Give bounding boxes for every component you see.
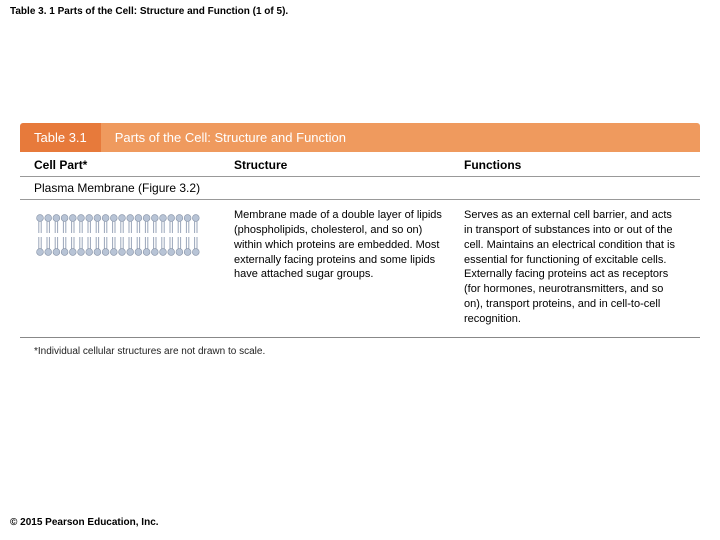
col-cell-part: Cell Part* xyxy=(34,158,234,172)
col-functions: Functions xyxy=(464,158,686,172)
table-title: Parts of the Cell: Structure and Functio… xyxy=(101,123,700,152)
table-header-bar: Table 3.1 Parts of the Cell: Structure a… xyxy=(20,123,700,152)
section-label: Plasma Membrane (Figure 3.2) xyxy=(20,177,700,200)
column-headers: Cell Part* Structure Functions xyxy=(20,152,700,177)
page-title: Table 3. 1 Parts of the Cell: Structure … xyxy=(0,0,720,23)
structure-text: Membrane made of a double layer of lipid… xyxy=(234,208,464,327)
col-structure: Structure xyxy=(234,158,464,172)
membrane-diagram xyxy=(34,208,234,327)
functions-text: Serves as an external cell barrier, and … xyxy=(464,208,686,327)
copyright: © 2015 Pearson Education, Inc. xyxy=(10,517,159,528)
membrane-icon xyxy=(34,212,204,258)
footnote: *Individual cellular structures are not … xyxy=(20,338,700,365)
table-number: Table 3.1 xyxy=(20,123,101,152)
table-container: Table 3.1 Parts of the Cell: Structure a… xyxy=(20,123,700,365)
content-row: Membrane made of a double layer of lipid… xyxy=(20,200,700,338)
